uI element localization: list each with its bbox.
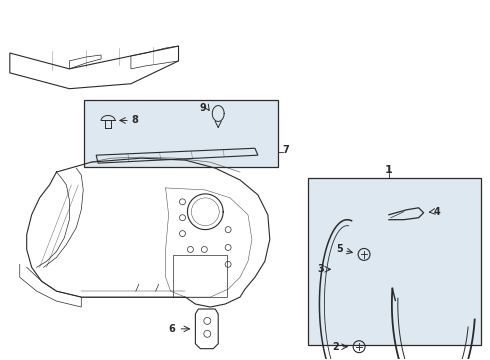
Text: 2: 2 (333, 342, 339, 352)
Text: 7: 7 (283, 145, 290, 155)
Text: 5: 5 (337, 244, 343, 255)
Bar (308, 178, 481, 345)
Bar (84, 100, 278, 167)
Text: 1: 1 (385, 165, 393, 175)
Text: 8: 8 (131, 116, 138, 126)
Bar (172, 255, 227, 297)
Text: 6: 6 (169, 324, 175, 334)
Text: 3: 3 (318, 264, 324, 274)
Text: 4: 4 (434, 207, 441, 217)
Text: 9: 9 (199, 103, 206, 113)
